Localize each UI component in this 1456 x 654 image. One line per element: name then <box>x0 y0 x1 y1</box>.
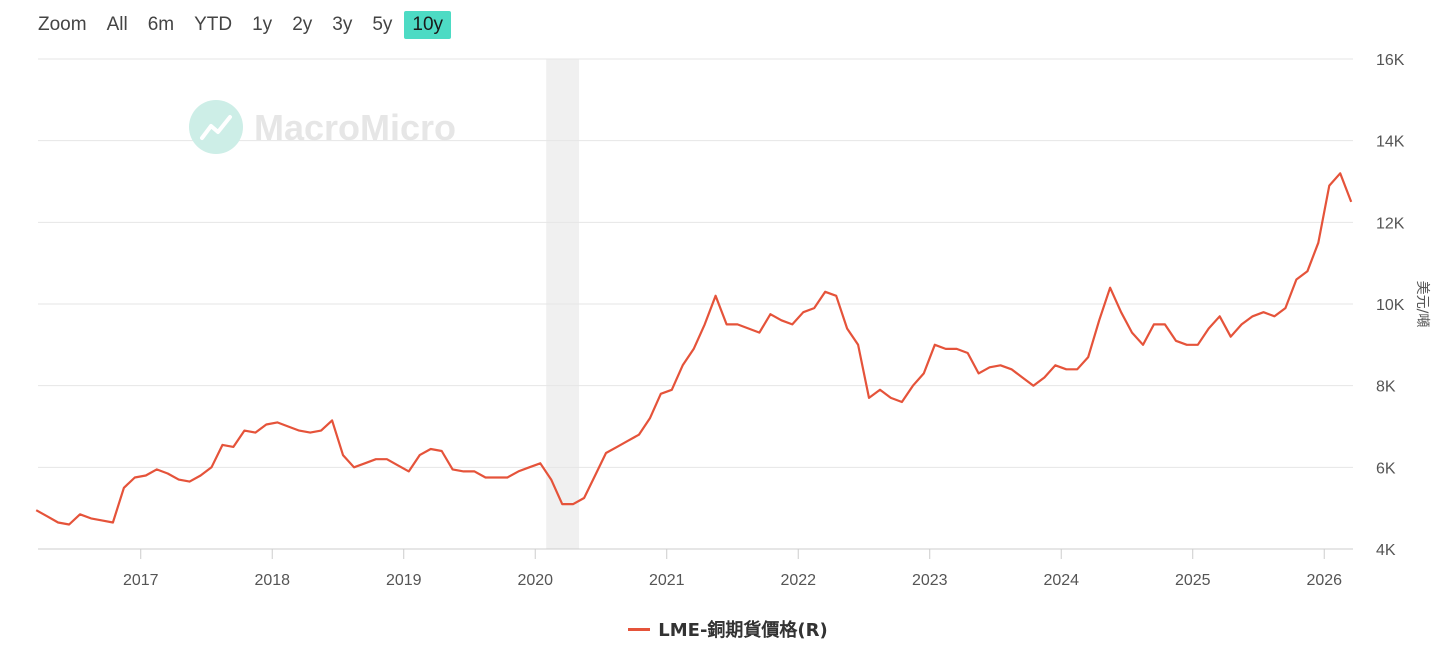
watermark-text: MacroMicro <box>254 107 456 148</box>
x-tick-label: 2018 <box>254 572 290 589</box>
zoom-label: Zoom <box>38 14 87 35</box>
y-tick-label: 6K <box>1376 460 1396 477</box>
watermark-icon-line <box>200 115 232 140</box>
zoom-2y-button[interactable]: 2y <box>292 14 313 35</box>
zoom-10y-button[interactable]: 10y <box>404 11 452 39</box>
legend-swatch <box>628 627 651 631</box>
zoom-3y-button[interactable]: 3y <box>332 14 353 35</box>
zoom-1y-button[interactable]: 1y <box>252 14 273 35</box>
y-tick-label: 12K <box>1376 215 1405 232</box>
legend: LME-銅期貨價格(R) <box>0 616 1456 642</box>
y-tick-label: 4K <box>1376 542 1396 559</box>
series-layer <box>35 172 1353 526</box>
zoom-6m-button[interactable]: 6m <box>147 14 175 35</box>
zoom-5y-button[interactable]: 5y <box>372 14 393 35</box>
y-axis: 4K 6K 8K 10K 12K 14K 16K <box>1376 52 1405 559</box>
price-chart[interactable]: MacroMicro 2017 2018 2019 2020 2021 2022 2023 2… <box>0 0 1456 610</box>
x-tick-label: 2026 <box>1306 572 1342 589</box>
watermark-icon <box>189 100 243 154</box>
x-tick-label: 2020 <box>517 572 553 589</box>
legend-label: LME-銅期貨價格(R) <box>658 620 828 641</box>
x-tick-label: 2021 <box>649 572 685 589</box>
y-tick-label: 16K <box>1376 52 1405 69</box>
zoom-all-button[interactable]: All <box>106 14 128 35</box>
x-tick-label: 2019 <box>386 572 422 589</box>
y-tick-label: 10K <box>1376 297 1405 314</box>
y-tick-label: 14K <box>1376 134 1405 151</box>
x-axis: 2017 2018 2019 2020 2021 2022 2023 2024 2025 2026 <box>123 549 1342 589</box>
x-tick-label: 2017 <box>123 572 159 589</box>
series-line-copper <box>35 172 1353 526</box>
x-tick-label: 2024 <box>1043 572 1079 589</box>
grid-lines <box>38 58 1353 550</box>
x-tick-label: 2022 <box>780 572 816 589</box>
y-axis-title: 美元/噸 <box>1414 281 1430 328</box>
range-selector: Zoom All 6m YTD 1y 2y 3y 5y 10y <box>28 8 453 42</box>
zoom-ytd-button[interactable]: YTD <box>194 14 233 35</box>
y-tick-label: 8K <box>1376 379 1396 396</box>
legend-item-copper[interactable]: LME-銅期貨價格(R) <box>628 616 828 642</box>
x-tick-label: 2023 <box>912 572 948 589</box>
x-tick-label: 2025 <box>1175 572 1211 589</box>
watermark-logo: MacroMicro <box>189 100 456 154</box>
